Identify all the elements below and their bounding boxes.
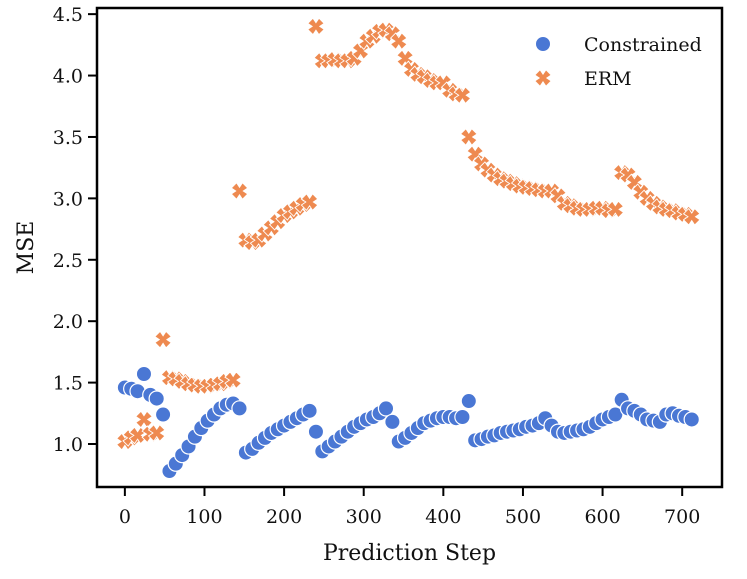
- data-point: [683, 411, 700, 428]
- data-point: [459, 128, 478, 146]
- legend-entry-erm: ERM: [534, 68, 632, 90]
- x-tick-label: 100: [186, 506, 222, 528]
- plot-area: [115, 17, 701, 480]
- data-point: [384, 413, 401, 431]
- data-point: [377, 400, 395, 417]
- data-point: [307, 423, 325, 440]
- series-erm: [115, 17, 701, 451]
- data-point: [230, 182, 249, 200]
- y-tick-label: 2.5: [53, 250, 83, 272]
- legend-entry-constrained: Constrained: [534, 34, 702, 56]
- y-tick-label: 2.0: [53, 311, 83, 333]
- data-point: [148, 390, 165, 407]
- data-point: [682, 207, 701, 226]
- y-tick-label: 4.5: [53, 4, 83, 26]
- legend-marker: [534, 35, 552, 53]
- x-tick-label: 0: [119, 506, 131, 528]
- data-point: [147, 424, 166, 442]
- x-tick-label: 700: [664, 506, 700, 528]
- axes-frame: [95, 6, 724, 489]
- data-point: [307, 17, 325, 36]
- data-point: [135, 410, 153, 429]
- x-tick-label: 400: [425, 506, 461, 528]
- legend-label: Constrained: [584, 34, 702, 56]
- legend-label: ERM: [584, 68, 632, 90]
- x-tick-label: 500: [505, 506, 541, 528]
- data-point: [454, 408, 471, 426]
- x-tick-label: 600: [584, 506, 620, 528]
- data-point: [300, 193, 319, 211]
- data-point: [460, 392, 478, 410]
- data-point: [453, 86, 472, 105]
- x-tick-label: 200: [266, 506, 302, 528]
- data-point: [224, 371, 243, 390]
- y-tick-label: 4.0: [53, 66, 83, 88]
- data-point: [154, 330, 172, 349]
- x-tick-label: 300: [346, 506, 382, 528]
- data-point: [389, 32, 408, 51]
- data-point: [301, 402, 318, 420]
- x-axis-label: Prediction Step: [323, 541, 496, 566]
- y-axis-label: MSE: [14, 221, 39, 275]
- legend-marker: [534, 69, 552, 87]
- data-point: [135, 365, 153, 383]
- y-tick-label: 1.5: [53, 373, 83, 395]
- axes: 0 100 200 300 400 500 600 700 1.0 1.5 2.0 2.5 3.0 3.5…: [14, 4, 724, 566]
- y-tick-label: 3.0: [53, 188, 83, 210]
- legend: Constrained ERM: [534, 34, 702, 90]
- data-point: [154, 406, 172, 423]
- series-constrained: [116, 365, 700, 480]
- y-tick-label: 3.5: [53, 127, 83, 149]
- data-point: [606, 200, 625, 219]
- y-tick-label: 1.0: [53, 434, 83, 456]
- data-point: [231, 400, 248, 417]
